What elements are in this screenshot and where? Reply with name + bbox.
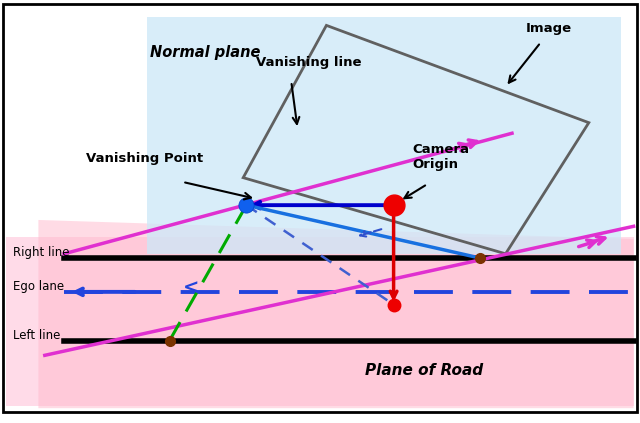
- Polygon shape: [147, 17, 621, 254]
- Text: Right line: Right line: [13, 247, 69, 259]
- Text: Camera
Origin: Camera Origin: [413, 143, 470, 170]
- Text: Normal plane: Normal plane: [150, 45, 260, 60]
- Text: Vanishing Point: Vanishing Point: [86, 152, 204, 165]
- Text: <: <: [182, 279, 199, 298]
- Text: Plane of Road: Plane of Road: [365, 363, 483, 378]
- Text: Left line: Left line: [13, 329, 60, 342]
- Text: Ego lane: Ego lane: [13, 280, 64, 293]
- Text: Vanishing line: Vanishing line: [256, 56, 362, 69]
- Text: Image: Image: [526, 22, 572, 35]
- Polygon shape: [6, 237, 634, 406]
- Polygon shape: [38, 220, 634, 408]
